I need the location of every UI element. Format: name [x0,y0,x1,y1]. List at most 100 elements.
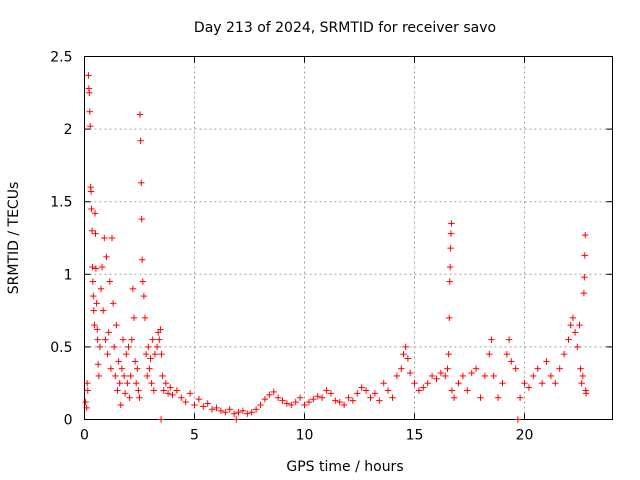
data-point [464,387,471,394]
data-point [274,394,282,401]
y-tick-label: 0.5 [50,340,72,356]
data-point [488,336,495,343]
data-point [83,404,90,412]
data-point [94,336,101,343]
data-point [516,394,524,401]
data-point [376,397,383,404]
data-point [301,401,308,409]
data-point [144,372,151,380]
data-point [468,369,475,377]
data-point [580,289,588,297]
data-point [314,393,321,400]
data-point [472,365,480,372]
data-point [230,410,238,417]
data-point [389,394,396,401]
data-point [204,400,211,407]
data-point [327,390,335,397]
data-point [159,372,166,380]
data-point [444,365,451,372]
data-point [167,384,174,391]
data-point [450,394,458,401]
data-point [162,380,170,387]
x-tick-label: 20 [516,428,534,444]
data-point [402,343,409,351]
data-point [122,390,129,397]
data-point [521,380,528,387]
data-point [505,336,513,343]
y-tick-label: 2 [64,122,73,138]
data-point [83,380,91,387]
data-point [102,336,109,343]
data-point [112,372,119,380]
data-point [101,234,108,242]
data-point [108,234,116,242]
x-tick-label: 10 [296,428,314,444]
data-point [455,380,462,387]
data-point [222,409,229,416]
data-point [252,406,260,413]
data-point [581,252,588,259]
data-point [538,380,546,387]
data-point [208,406,216,413]
data-point [97,285,105,293]
data-point [147,355,154,362]
data-point [150,387,157,394]
data-point [354,390,361,397]
data-point [169,391,176,399]
data-point [158,350,165,358]
data-point [106,278,113,285]
data-point [404,355,412,362]
data-point [149,336,156,343]
data-point [514,416,522,423]
data-point [104,350,111,358]
data-point [424,380,431,387]
data-point [153,343,161,351]
data-point [114,387,121,394]
data-point [213,404,220,412]
data-point [98,263,106,271]
data-point [87,188,95,195]
data-point [447,244,454,252]
data-point [133,380,140,387]
data-point [93,300,100,307]
y-tick-label: 2.5 [50,50,72,66]
data-point [89,278,97,285]
data-point [288,401,295,409]
data-point [433,375,440,383]
data-point [398,365,405,372]
data-point [173,387,181,394]
data-point [323,387,330,394]
data-point [279,397,286,404]
data-point [534,365,541,372]
data-point [446,314,453,322]
data-point [577,365,584,372]
data-point [442,372,449,380]
data-point [261,395,269,403]
data-point [146,365,153,372]
axis-ticks: 0 0.5 1 1.5 2 2.5 0 5 10 15 20 [50,50,613,444]
data-point [82,398,89,406]
y-tick-label: 0 [64,413,73,429]
data-point [358,384,365,391]
data-point [393,372,401,380]
data-point [578,380,585,387]
x-tick-label: 5 [190,428,199,444]
data-point [411,380,418,387]
data-point [508,358,515,365]
data-point [226,406,233,413]
data-point [340,401,348,409]
data-point [118,365,126,372]
data-point [235,409,242,416]
data-point [156,336,163,343]
data-point [100,307,107,314]
data-point [94,326,101,333]
data-point [406,369,414,377]
data-point [200,403,207,410]
data-point [560,350,568,358]
data-point [445,350,452,358]
grid [84,56,613,420]
data-point [371,390,379,397]
data-point [582,231,589,239]
data-point [92,265,100,272]
